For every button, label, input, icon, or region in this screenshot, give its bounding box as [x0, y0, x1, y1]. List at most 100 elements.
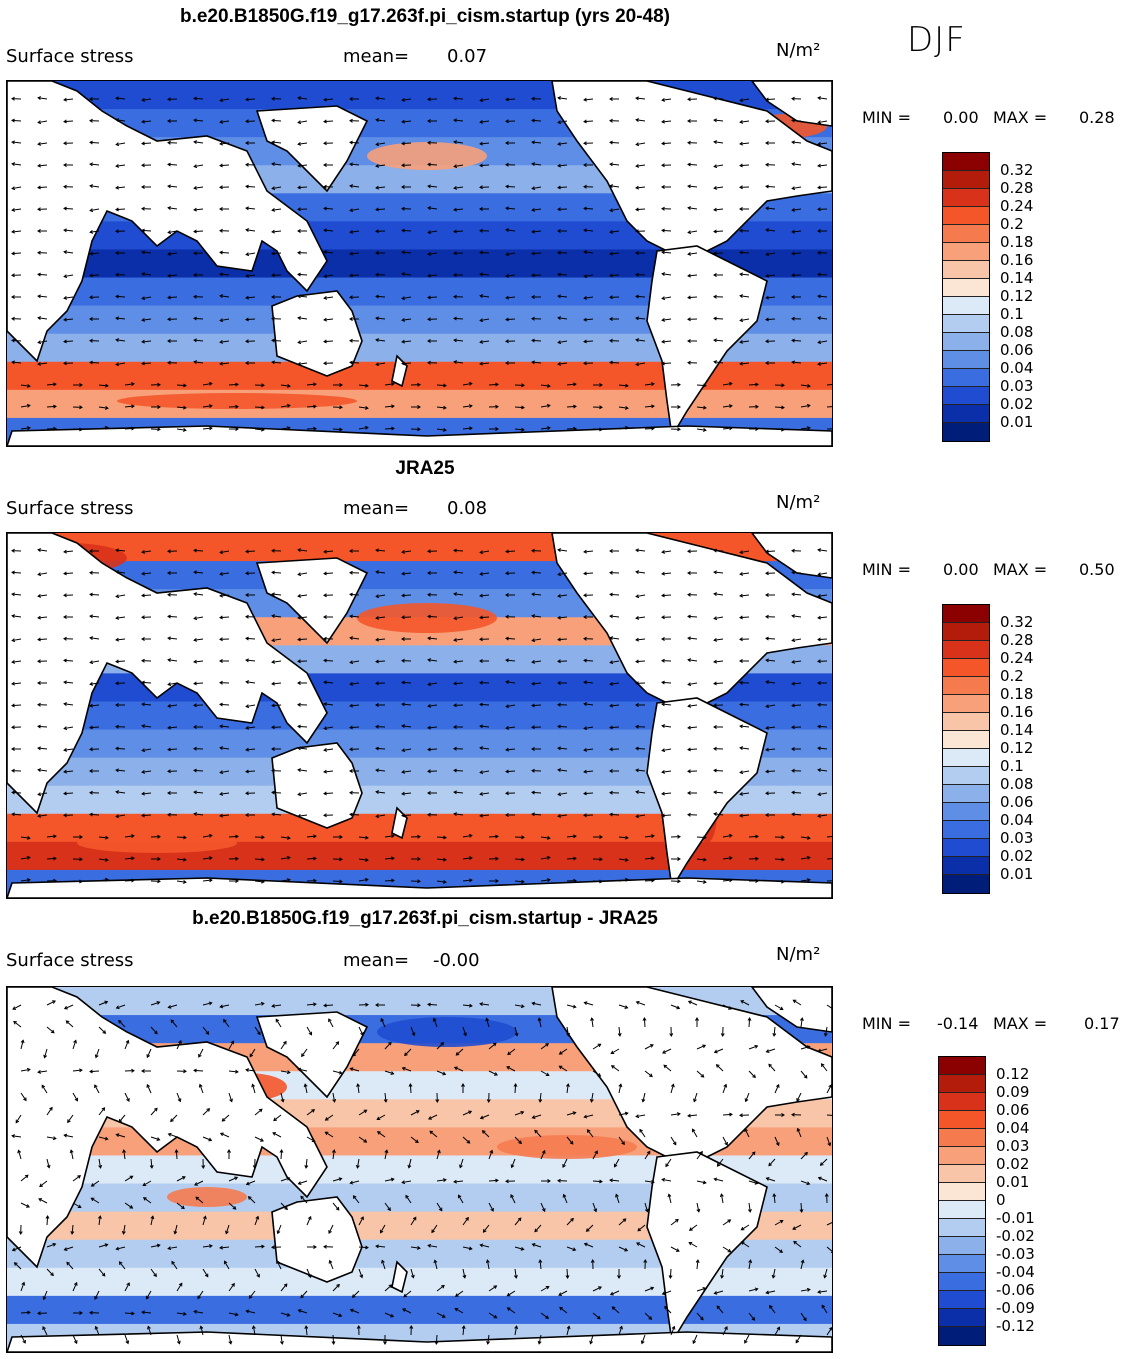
colorbar-swatch — [943, 171, 989, 189]
surface-stress-map — [7, 533, 832, 898]
colorbar-swatch — [943, 387, 989, 405]
colorbar-tick-label: 0.04 — [996, 1119, 1030, 1137]
colorbar-swatch — [939, 1201, 985, 1219]
colorbar-tick-label: 0.1 — [1000, 757, 1024, 775]
colorbar-tick-label: 0.28 — [1000, 631, 1034, 649]
colorbar-tick-label: -0.06 — [996, 1281, 1035, 1299]
colorbar-swatch — [943, 641, 989, 659]
max-label: MAX = — [993, 108, 1048, 127]
min-label: MIN = — [862, 560, 911, 579]
colorbar-swatch — [943, 677, 989, 695]
panel-title-diff: b.e20.B1850G.f19_g17.263f.pi_cism.startu… — [192, 908, 658, 929]
colorbar-tick-label: 0 — [996, 1191, 1006, 1209]
mean-value: -0.00 — [433, 950, 480, 971]
colorbar-tick-label: 0.01 — [996, 1173, 1030, 1191]
map-panel-model — [6, 80, 833, 447]
colorbar-swatch — [943, 803, 989, 821]
max-value: 0.50 — [1079, 560, 1115, 579]
colorbar-tick-label: 0.2 — [1000, 667, 1024, 685]
colorbar-tick-label: 0.06 — [996, 1101, 1030, 1119]
colorbar-tick-label: 0.01 — [1000, 413, 1034, 431]
mean-value: 0.07 — [447, 46, 488, 67]
colorbar-swatch — [943, 207, 989, 225]
min-value: 0.00 — [943, 108, 979, 127]
colorbar-swatch — [939, 1129, 985, 1147]
colorbar-tick-label: -0.01 — [996, 1209, 1035, 1227]
colorbar-swatch — [943, 351, 989, 369]
colorbar-swatch — [943, 659, 989, 677]
colorbar-swatch — [943, 839, 989, 857]
max-label: MAX = — [993, 1014, 1048, 1033]
colorbar-swatches — [942, 152, 990, 442]
colorbar-swatch — [939, 1255, 985, 1273]
colorbar-tick-label: -0.04 — [996, 1263, 1035, 1281]
colorbar-tick-label: 0.12 — [1000, 287, 1034, 305]
units-label: N/m² — [776, 944, 821, 965]
colorbar-swatch — [939, 1183, 985, 1201]
map-panel-obs — [6, 532, 833, 899]
colorbar-tick-label: 0.03 — [1000, 829, 1034, 847]
colorbar-swatch — [939, 1309, 985, 1327]
colorbar-tick-label: 0.04 — [1000, 359, 1034, 377]
colorbar-swatch — [943, 261, 989, 279]
colorbar-swatch — [943, 623, 989, 641]
colorbar-tick-label: 0.32 — [1000, 161, 1034, 179]
colorbar-swatch — [939, 1219, 985, 1237]
colorbar-swatch — [943, 189, 989, 207]
variable-label: Surface stress — [6, 950, 134, 971]
mean-value: 0.08 — [447, 498, 488, 519]
season-label: DJF — [907, 20, 966, 60]
colorbar-swatch — [943, 279, 989, 297]
colorbar-tick-label: 0.14 — [1000, 721, 1034, 739]
colorbar-swatch — [943, 875, 989, 893]
colorbar-tick-label: 0.12 — [1000, 739, 1034, 757]
colorbar-swatch — [943, 405, 989, 423]
max-value: 0.17 — [1084, 1014, 1120, 1033]
colorbar-swatch — [943, 767, 989, 785]
colorbar-tick-label: 0.18 — [1000, 233, 1034, 251]
surface-stress-map — [7, 987, 832, 1352]
colorbar-swatch — [943, 423, 989, 441]
colorbar-swatch — [939, 1147, 985, 1165]
colorbar-tick-label: -0.12 — [996, 1317, 1035, 1335]
colorbar-swatch — [943, 731, 989, 749]
colorbar-tick-label: 0.18 — [1000, 685, 1034, 703]
mean-label: mean= — [343, 950, 410, 971]
units-label: N/m² — [776, 40, 821, 61]
variable-label: Surface stress — [6, 498, 134, 519]
surface-stress-map — [7, 81, 832, 446]
min-label: MIN = — [862, 108, 911, 127]
colorbar-tick-label: 0.16 — [1000, 251, 1034, 269]
mean-label: mean= — [343, 498, 410, 519]
panel-title-obs: JRA25 — [395, 458, 455, 479]
colorbar-swatch — [943, 297, 989, 315]
max-value: 0.28 — [1079, 108, 1115, 127]
colorbar-tick-label: 0.16 — [1000, 703, 1034, 721]
colorbar-tick-label: 0.28 — [1000, 179, 1034, 197]
panel-title-model: b.e20.B1850G.f19_g17.263f.pi_cism.startu… — [179, 6, 671, 27]
colorbar-swatch — [943, 153, 989, 171]
colorbar-swatch — [943, 857, 989, 875]
colorbar-tick-label: 0.02 — [1000, 847, 1034, 865]
colorbar-swatch — [943, 605, 989, 623]
colorbar-swatch — [943, 749, 989, 767]
colorbar-swatch — [943, 713, 989, 731]
min-label: MIN = — [862, 1014, 911, 1033]
colorbar-swatch — [939, 1327, 985, 1345]
min-value: -0.14 — [937, 1014, 979, 1033]
colorbar-swatch — [943, 695, 989, 713]
colorbar-swatch — [943, 243, 989, 261]
colorbar-swatch — [939, 1237, 985, 1255]
colorbar-swatch — [939, 1165, 985, 1183]
units-label: N/m² — [776, 492, 821, 513]
colorbar-swatch — [939, 1093, 985, 1111]
colorbar-tick-label: 0.1 — [1000, 305, 1024, 323]
colorbar-swatch — [939, 1273, 985, 1291]
colorbar-tick-label: -0.03 — [996, 1245, 1035, 1263]
colorbar-swatch — [943, 333, 989, 351]
map-panel-diff — [6, 986, 833, 1353]
colorbar-tick-label: 0.08 — [1000, 323, 1034, 341]
colorbar-tick-label: 0.2 — [1000, 215, 1024, 233]
colorbar-tick-label: 0.12 — [996, 1065, 1030, 1083]
colorbar-swatch — [943, 369, 989, 387]
